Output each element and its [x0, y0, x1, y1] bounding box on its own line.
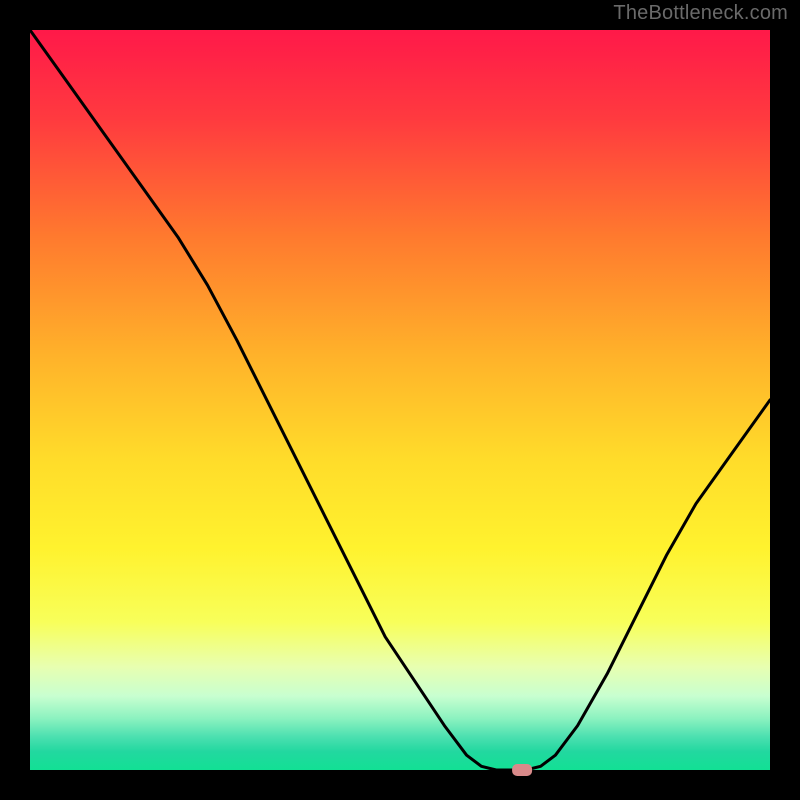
chart-container: TheBottleneck.com: [0, 0, 800, 800]
watermark-text: TheBottleneck.com: [613, 2, 788, 25]
bottleneck-chart: [0, 0, 800, 800]
bottleneck-marker: [512, 764, 532, 776]
